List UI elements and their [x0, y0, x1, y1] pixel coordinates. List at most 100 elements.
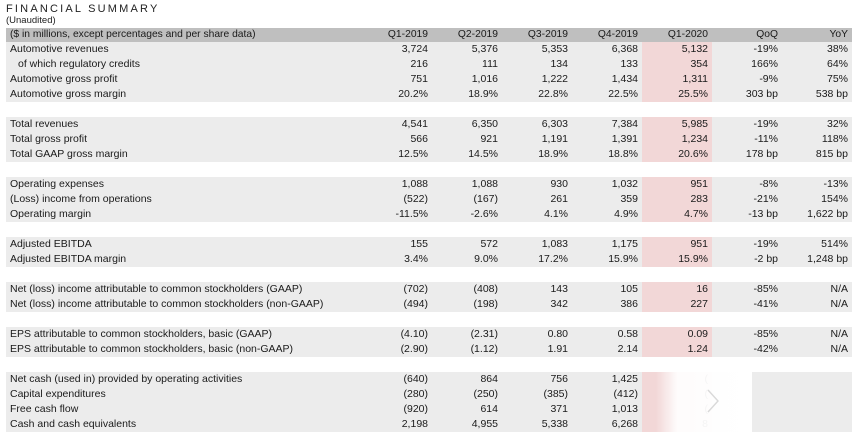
- highlight-cell: 20.6%: [642, 147, 712, 162]
- row-label: of which regulatory credits: [6, 57, 362, 72]
- table-cell: 2,198: [362, 417, 432, 432]
- table-cell: 1,088: [432, 177, 502, 192]
- highlight-cell: 5,985: [642, 117, 712, 132]
- table-cell: 6,268: [572, 417, 642, 432]
- table-cell: 22.8%: [502, 87, 572, 102]
- table-cell: 1,248 bp: [782, 252, 852, 267]
- highlight-cell: 1.24: [642, 342, 712, 357]
- section-spacer: [6, 312, 852, 327]
- table-cell: 261: [502, 192, 572, 207]
- row-label: Automotive gross margin: [6, 87, 362, 102]
- highlight-cell: 4.7%: [642, 207, 712, 222]
- table-cell: (167): [432, 192, 502, 207]
- table-cell: 342: [502, 297, 572, 312]
- table-row: (Loss) income from operations (522) (167) 2…: [6, 192, 852, 207]
- table-cell: 614: [432, 402, 502, 417]
- table-cell: 18.9%: [502, 147, 572, 162]
- table-cell: (2.31): [432, 327, 502, 342]
- table-cell: 12.5%: [362, 147, 432, 162]
- row-label: Net (loss) income attributable to common…: [6, 297, 362, 312]
- table-cell: 1,083: [502, 237, 572, 252]
- table-cell: (702): [362, 282, 432, 297]
- table-cell: 20.2%: [362, 87, 432, 102]
- table-cell: (412): [572, 387, 642, 402]
- table-cell: 1.91: [502, 342, 572, 357]
- table-cell: -8%: [712, 177, 782, 192]
- row-label: EPS attributable to common stockholders,…: [6, 327, 362, 342]
- column-header: Q1-2020: [642, 28, 712, 42]
- table-cell: (280): [362, 387, 432, 402]
- row-label: Automotive gross profit: [6, 72, 362, 87]
- table-cell: 1,175: [572, 237, 642, 252]
- table-cell: 15.9%: [572, 252, 642, 267]
- table-cell: 166%: [712, 57, 782, 72]
- table-cell: 216: [362, 57, 432, 72]
- table-cell: -9%: [712, 72, 782, 87]
- table-row: Net (loss) income attributable to common…: [6, 282, 852, 297]
- table-cell: 864: [432, 372, 502, 387]
- table-cell: N/A: [782, 327, 852, 342]
- table-cell: 4,541: [362, 117, 432, 132]
- row-label: Automotive revenues: [6, 42, 362, 57]
- table-cell: 921: [432, 132, 502, 147]
- table-cell: 538 bp: [782, 87, 852, 102]
- row-label: Operating margin: [6, 207, 362, 222]
- table-cell: 371: [502, 402, 572, 417]
- row-label: Operating expenses: [6, 177, 362, 192]
- table-cell: [782, 387, 852, 402]
- table-cell: -11.5%: [362, 207, 432, 222]
- row-label: Total gross profit: [6, 132, 362, 147]
- table-cell: 386: [572, 297, 642, 312]
- column-header: Q3-2019: [502, 28, 572, 42]
- table-row: Total gross profit 566 921 1,191 1,391 1,234-…: [6, 132, 852, 147]
- table-cell: 178 bp: [712, 147, 782, 162]
- spacer-cell: [6, 267, 852, 282]
- column-header: YoY: [782, 28, 852, 42]
- row-label: Adjusted EBITDA: [6, 237, 362, 252]
- table-cell: N/A: [782, 342, 852, 357]
- highlight-cell: 16: [642, 282, 712, 297]
- table-cell: -13%: [782, 177, 852, 192]
- highlight-cell: 5,132: [642, 42, 712, 57]
- table-cell: -19%: [712, 42, 782, 57]
- table-cell: 6,350: [432, 117, 502, 132]
- table-cell: 1,016: [432, 72, 502, 87]
- table-cell: 0.58: [572, 327, 642, 342]
- table-row: Automotive gross profit 751 1,016 1,222 1,43…: [6, 72, 852, 87]
- table-row: of which regulatory credits 216 111 134 133 3…: [6, 57, 852, 72]
- table-cell: (494): [362, 297, 432, 312]
- table-cell: [782, 402, 852, 417]
- column-header: Q4-2019: [572, 28, 642, 42]
- highlight-cell: 0.09: [642, 327, 712, 342]
- table-cell: 7,384: [572, 117, 642, 132]
- column-header: QoQ: [712, 28, 782, 42]
- table-cell: 64%: [782, 57, 852, 72]
- table-row: EPS attributable to common stockholders,…: [6, 342, 852, 357]
- row-label: Free cash flow: [6, 402, 362, 417]
- table-cell: -2 bp: [712, 252, 782, 267]
- table-cell: 22.5%: [572, 87, 642, 102]
- table-cell: 815 bp: [782, 147, 852, 162]
- table-cell: (522): [362, 192, 432, 207]
- row-label: Net (loss) income attributable to common…: [6, 282, 362, 297]
- table-cell: 1,622 bp: [782, 207, 852, 222]
- spacer-cell: [6, 357, 852, 372]
- partial-glyph-icon: [707, 389, 719, 413]
- table-row: Net cash (used in) provided by operating…: [6, 372, 852, 387]
- table-cell: -41%: [712, 297, 782, 312]
- table-cell: 1,222: [502, 72, 572, 87]
- table-cell: -85%: [712, 327, 782, 342]
- table-row: Adjusted EBITDA 155 572 1,083 1,175 951 -19% 51…: [6, 237, 852, 252]
- row-label: Capital expenditures: [6, 387, 362, 402]
- row-label: Total GAAP gross margin: [6, 147, 362, 162]
- header-row: ($ in millions, except percentages and p…: [6, 28, 852, 42]
- financial-summary-table: ($ in millions, except percentages and p…: [6, 28, 852, 432]
- table-cell: 134: [502, 57, 572, 72]
- table-cell: 1,425: [572, 372, 642, 387]
- table-cell: 6,303: [502, 117, 572, 132]
- table-cell: 9.0%: [432, 252, 502, 267]
- table-cell: 566: [362, 132, 432, 147]
- table-cell: (2.90): [362, 342, 432, 357]
- table-cell: 0.80: [502, 327, 572, 342]
- table-cell: -19%: [712, 237, 782, 252]
